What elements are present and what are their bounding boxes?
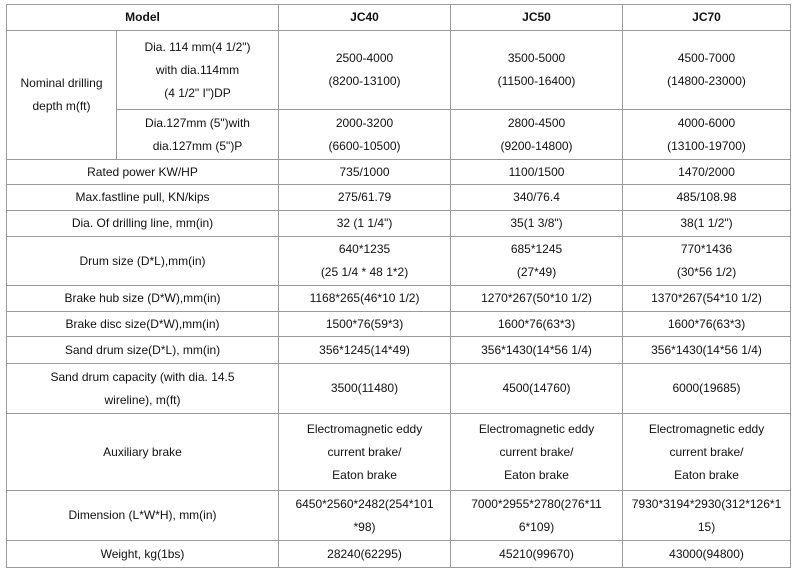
- drum-size-jc40: 640*1235 (25 1/4 * 48 1*2): [278, 236, 452, 286]
- model-header: Model: [5, 4, 280, 31]
- max-fastline-pull-jc40: 275/61.79: [278, 184, 452, 211]
- sand-drum-size-jc70: 356*1430(14*56 1/4): [622, 336, 792, 364]
- dimension-jc50: 7000*2955*2780(276*11 6*109): [450, 490, 624, 541]
- nominal-depth-label: Nominal drilling depth m(ft): [6, 30, 117, 160]
- dimension-jc40: 6450*2560*2482(254*101 *98): [278, 490, 452, 541]
- auxiliary-brake-label: Auxiliary brake: [5, 413, 280, 491]
- auxiliary-brake-jc70: Electromagnetic eddy current brake/Eaton …: [622, 413, 792, 491]
- brake-hub-size-jc70: 1370*267(54*10 1/2): [622, 285, 792, 312]
- nominal-depth-127-jc70: 4000-6000 (13100-19700): [622, 109, 792, 160]
- weight-jc70: 43000(94800): [622, 540, 792, 568]
- max-fastline-pull-jc50: 340/76.4: [450, 184, 624, 211]
- nominal-depth-127-jc50: 2800-4500 (9200-14800): [450, 109, 624, 160]
- brake-hub-size-jc50: 1270*267(50*10 1/2): [450, 285, 624, 312]
- rated-power-jc50: 1100/1500: [450, 159, 624, 185]
- max-fastline-pull-row: Max.fastline pull, KN/kips 275/61.79 340/7…: [5, 184, 792, 211]
- nominal-depth-row-114: Nominal drilling depth m(ft) Dia. 114 mm…: [6, 30, 792, 160]
- sand-drum-size-label: Sand drum size(D*L), mm(in): [5, 336, 280, 364]
- nominal-depth-127-jc40: 2000-3200 (6600-10500): [278, 109, 452, 160]
- drilling-line-dia-row: Dia. Of drilling line, mm(in) 32 (1 1/4")…: [5, 210, 792, 237]
- auxiliary-brake-jc50: Electromagnetic eddy current brake/Eaton …: [450, 413, 624, 491]
- weight-label: Weight, kg(1bs): [5, 540, 280, 568]
- weight-jc50: 45210(99670): [450, 540, 624, 568]
- rated-power-row: Rated power KW/HP 735/1000 1100/1500 1470/2…: [5, 159, 792, 185]
- sand-drum-capacity-label: Sand drum capacity (with dia. 14.5 wireli…: [5, 363, 280, 414]
- drilling-line-dia-jc70: 38(1 1/2"): [622, 210, 792, 237]
- nominal-depth-127-label: Dia.127mm (5")with dia.127mm (5")P: [115, 109, 280, 160]
- header-row: Model JC40 JC50 JC70: [5, 4, 792, 31]
- dimension-label: Dimension (L*W*H), mm(in): [5, 490, 280, 541]
- sand-drum-size-jc50: 356*1430(14*56 1/4): [450, 336, 624, 364]
- sand-drum-size-jc40: 356*1245(14*49): [278, 336, 452, 364]
- dimension-jc70: 7930*3194*2930(312*126*1 15): [622, 490, 792, 541]
- drum-size-label: Drum size (D*L),mm(in): [5, 236, 280, 286]
- brake-disc-size-jc40: 1500*76(59*3): [278, 311, 452, 337]
- sand-drum-capacity-jc50: 4500(14760): [450, 363, 624, 414]
- sand-drum-capacity-jc70: 6000(19685): [622, 363, 792, 414]
- rated-power-label: Rated power KW/HP: [5, 159, 280, 185]
- nominal-depth-114-jc40: 2500-4000 (8200-13100): [278, 30, 452, 110]
- weight-row: Weight, kg(1bs) 28240(62295) 45210(99670) 4…: [5, 540, 792, 568]
- drilling-line-dia-jc40: 32 (1 1/4"): [278, 210, 452, 237]
- auxiliary-brake-jc40: Electromagnetic eddy current brake/Eaton …: [278, 413, 452, 491]
- max-fastline-pull-jc70: 485/108.98: [622, 184, 792, 211]
- rated-power-jc40: 735/1000: [278, 159, 452, 185]
- brake-disc-size-row: Brake disc size(D*W),mm(in) 1500*76(59*3)…: [5, 311, 792, 337]
- rated-power-jc70: 1470/2000: [622, 159, 792, 185]
- sand-drum-capacity-jc40: 3500(11480): [278, 363, 452, 414]
- brake-disc-size-label: Brake disc size(D*W),mm(in): [5, 311, 280, 337]
- brake-disc-size-jc70: 1600*76(63*3): [622, 311, 792, 337]
- brake-disc-size-jc50: 1600*76(63*3): [450, 311, 624, 337]
- auxiliary-brake-row: Auxiliary brake Electromagnetic eddy curre…: [5, 413, 792, 491]
- spec-table: Model JC40 JC50 JC70 Nominal drilling de…: [5, 4, 792, 568]
- nominal-depth-114-jc70: 4500-7000 (14800-23000): [622, 30, 792, 110]
- drilling-line-dia-jc50: 35(1 3/8"): [450, 210, 624, 237]
- brake-hub-size-label: Brake hub size (D*W),mm(in): [5, 285, 280, 312]
- drum-size-jc50: 685*1245 (27*49): [450, 236, 624, 286]
- sand-drum-size-row: Sand drum size(D*L), mm(in) 356*1245(14*4…: [5, 336, 792, 364]
- dimension-row: Dimension (L*W*H), mm(in) 6450*2560*2482(…: [5, 490, 792, 541]
- drum-size-row: Drum size (D*L),mm(in) 640*1235 (25 1/4 * …: [5, 236, 792, 286]
- model-jc70-header: JC70: [622, 4, 792, 31]
- brake-hub-size-row: Brake hub size (D*W),mm(in) 1168*265(46*1…: [5, 285, 792, 312]
- max-fastline-pull-label: Max.fastline pull, KN/kips: [5, 184, 280, 211]
- weight-jc40: 28240(62295): [278, 540, 452, 568]
- model-jc50-header: JC50: [450, 4, 624, 31]
- nominal-depth-114-label: Dia. 114 mm(4 1/2") with dia.114mm (4 1/…: [115, 30, 280, 110]
- drum-size-jc70: 770*1436 (30*56 1/2): [622, 236, 792, 286]
- sand-drum-capacity-row: Sand drum capacity (with dia. 14.5 wireli…: [5, 363, 792, 414]
- nominal-depth-row-127: Dia.127mm (5")with dia.127mm (5")P 2000-…: [7, 109, 792, 160]
- spec-table-body: Model JC40 JC50 JC70 Nominal drilling de…: [5, 4, 792, 568]
- nominal-depth-114-jc50: 3500-5000 (11500-16400): [450, 30, 624, 110]
- model-jc40-header: JC40: [278, 4, 452, 31]
- drilling-line-dia-label: Dia. Of drilling line, mm(in): [5, 210, 280, 237]
- brake-hub-size-jc40: 1168*265(46*10 1/2): [278, 285, 452, 312]
